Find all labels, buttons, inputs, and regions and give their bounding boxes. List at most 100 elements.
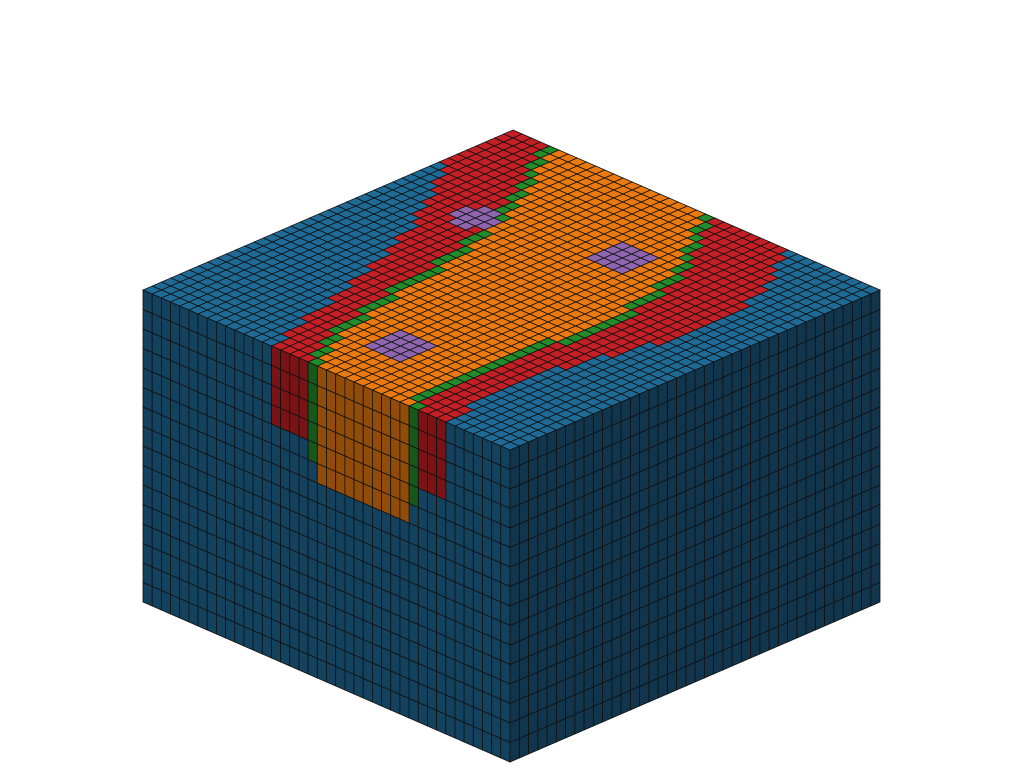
voxel-right: [666, 669, 677, 695]
voxel-right: [740, 637, 751, 663]
voxel-left: [500, 737, 511, 763]
voxel-left: [160, 589, 171, 615]
voxel-left: [482, 729, 493, 755]
voxel-left: [243, 625, 254, 651]
voxel-left: [234, 621, 245, 647]
voxel-left: [436, 709, 447, 735]
voxel-left: [491, 733, 502, 759]
voxel-left: [472, 725, 483, 751]
voxel-cut: [307, 439, 318, 465]
voxel-cut: [399, 498, 410, 524]
voxel-left: [316, 657, 327, 683]
voxel-left: [271, 637, 282, 663]
voxel-right: [537, 725, 548, 751]
voxel-left: [289, 645, 300, 671]
voxel-left: [188, 601, 199, 627]
voxel-cut: [381, 490, 392, 516]
voxel-right: [518, 733, 529, 759]
voxel-right: [639, 681, 650, 707]
voxel-left: [445, 713, 456, 739]
voxel-left: [280, 641, 291, 667]
voxel-left: [390, 689, 401, 715]
voxel-left: [170, 593, 181, 619]
voxel-right: [842, 593, 853, 619]
voxel-cut: [344, 474, 355, 500]
top-face: [141, 129, 882, 451]
voxel-right: [694, 657, 705, 683]
voxel-left: [408, 697, 419, 723]
voxel-cut: [335, 470, 346, 496]
voxel-cut: [353, 478, 364, 504]
voxel-right: [759, 629, 770, 655]
voxel-left: [353, 673, 364, 699]
voxel-right: [528, 729, 539, 755]
voxel-cut: [371, 486, 382, 512]
voxel-right: [814, 605, 825, 631]
voxel-right: [731, 641, 742, 667]
voxel-right: [787, 617, 798, 643]
voxel-left: [335, 665, 346, 691]
voxel-right: [824, 601, 835, 627]
right-side-face: [509, 289, 881, 763]
voxel-right: [713, 649, 724, 675]
voxel-left: [426, 705, 438, 731]
voxel-left: [298, 649, 309, 675]
voxel-cut: [280, 407, 291, 433]
voxel-right: [768, 625, 779, 651]
voxel-top: [499, 441, 521, 451]
voxel-left: [381, 685, 392, 711]
voxel-cut: [289, 411, 300, 437]
voxel-left: [252, 629, 263, 655]
voxel-cut: [362, 482, 373, 508]
voxel-left: [362, 677, 373, 703]
voxel-cut: [390, 494, 401, 520]
voxel-right: [750, 633, 761, 659]
voxel-right: [555, 717, 566, 743]
voxel-left: [206, 609, 217, 635]
voxel-right: [685, 661, 696, 687]
voxel-left: [215, 613, 227, 639]
voxel-right: [703, 653, 714, 679]
voxel-right: [796, 613, 807, 639]
voxel-left: [371, 681, 382, 707]
voxel-right: [861, 585, 872, 611]
voxel-cut: [408, 483, 419, 509]
voxel-right: [509, 737, 520, 763]
voxel-right: [574, 709, 585, 735]
voxel-cut: [436, 475, 447, 501]
voxel-left: [151, 585, 162, 611]
voxel-left: [344, 669, 355, 695]
voxel-right: [583, 705, 594, 731]
voxel-left: [399, 693, 410, 719]
voxel-cut: [316, 462, 327, 488]
voxel-left: [142, 581, 153, 607]
voxel-left: [326, 661, 337, 687]
voxel-right: [565, 713, 576, 739]
voxel-left: [454, 717, 465, 743]
voxel-right: [602, 697, 613, 723]
voxel-left: [179, 597, 190, 623]
voxel-cut: [298, 415, 309, 441]
voxel-right: [546, 721, 557, 747]
voxel-right: [833, 597, 844, 623]
voxel-right: [629, 685, 640, 711]
voxel-right: [611, 693, 622, 719]
voxel-left: [225, 617, 236, 643]
voxel-right: [805, 609, 816, 635]
voxel-cut: [271, 403, 282, 429]
voxel-right: [851, 589, 862, 615]
voxel-right: [676, 665, 687, 691]
voxel-right: [592, 701, 603, 727]
voxel-right: [648, 677, 659, 703]
voxel-right: [620, 689, 631, 715]
voxel-right: [657, 673, 668, 699]
voxel-right: [870, 581, 881, 607]
voxel-left: [417, 701, 428, 727]
voxel-right: [722, 645, 733, 671]
channel-cutaway: [271, 345, 447, 524]
voxel-left: [197, 605, 208, 631]
voxel-left: [261, 633, 272, 659]
voxel-cut: [417, 467, 428, 493]
